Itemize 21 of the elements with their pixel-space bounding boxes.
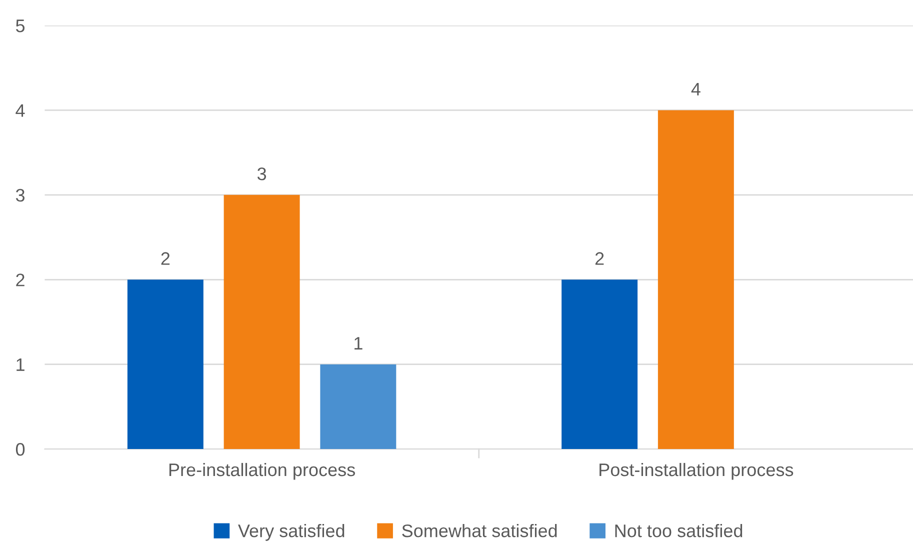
- x-tick-label: Post-installation process: [600, 462, 794, 480]
- bar: [320, 364, 396, 450]
- y-tick-label: 3: [16, 188, 24, 202]
- bar: [224, 194, 300, 450]
- legend-label: Very satisfied: [238, 524, 344, 541]
- data-label: 2: [161, 252, 170, 265]
- data-label: 2: [595, 252, 604, 265]
- y-tick-label: 5: [16, 20, 25, 32]
- bar: [127, 280, 204, 450]
- bar: [658, 110, 734, 450]
- data-label: 4: [691, 82, 700, 96]
- legend-label: Somewhat satisfied: [402, 524, 557, 538]
- y-tick-label: 0: [16, 442, 25, 456]
- y-tick-label: 1: [16, 358, 24, 371]
- y-tick-label: 4: [16, 104, 25, 117]
- data-label: 1: [354, 337, 362, 350]
- bar: [562, 280, 638, 450]
- y-tick-label: 2: [16, 274, 24, 286]
- x-tick-label: Pre-installation process: [169, 462, 355, 480]
- data-label: 3: [257, 167, 266, 180]
- legend-label: Not too satisfied: [615, 524, 742, 538]
